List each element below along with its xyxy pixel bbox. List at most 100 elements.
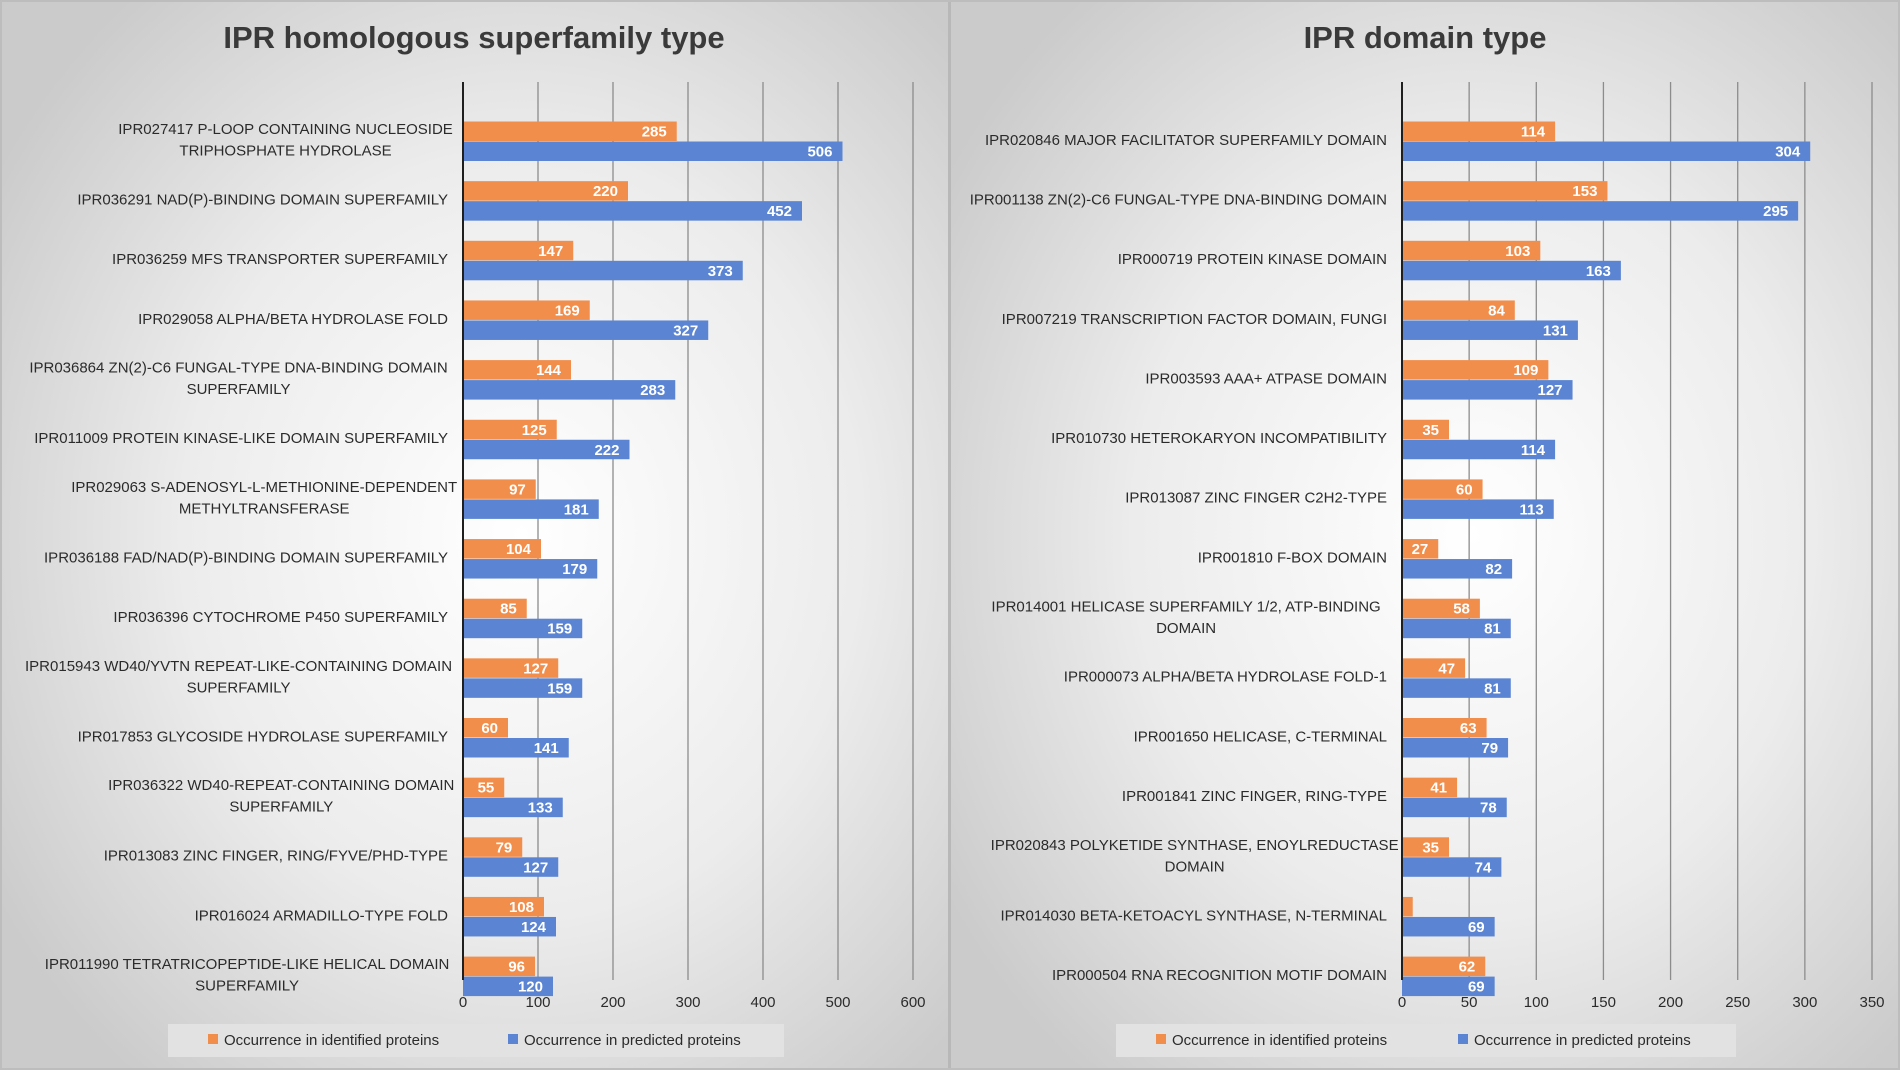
bar-predicted — [1402, 380, 1573, 400]
chart-svg: IPR homologous superfamily type 0 100 200 30… — [0, 0, 948, 1070]
data-label: 127 — [1538, 382, 1563, 399]
x-tick-label: 50 — [1461, 994, 1478, 1011]
data-label: 141 — [534, 740, 559, 757]
bar-identified — [1402, 360, 1549, 380]
data-label: 181 — [564, 501, 589, 518]
data-label: 124 — [521, 919, 547, 936]
x-tick-label: 300 — [675, 994, 700, 1011]
legend-box — [168, 1024, 784, 1057]
bar-identified — [463, 121, 677, 141]
bar-predicted — [1402, 618, 1511, 639]
bar-predicted — [463, 320, 709, 340]
category-label: IPR000719 PROTEIN KINASE DOMAIN — [1118, 251, 1387, 268]
category-label: IPR014001 HELICASE SUPERFAMILY 1/2, ATP-… — [991, 598, 1380, 637]
x-tick-label: 100 — [1524, 994, 1549, 1011]
panel-divider — [948, 0, 951, 1070]
chart-background — [0, 0, 948, 1070]
bar-identified — [463, 240, 574, 261]
legend-box — [1116, 1024, 1736, 1057]
bar-identified — [1402, 837, 1449, 857]
x-tick-label: 600 — [900, 994, 925, 1011]
bar-predicted — [1402, 738, 1509, 758]
data-label: 35 — [1422, 839, 1439, 856]
category-label: IPR029063 S-ADENOSYL-L-METHIONINE-DEPEND… — [71, 479, 457, 517]
data-label: 103 — [1505, 243, 1530, 260]
bar-predicted — [463, 559, 598, 579]
data-label: 79 — [496, 839, 513, 856]
data-label: 114 — [1521, 124, 1546, 141]
data-label: 79 — [1481, 740, 1498, 757]
data-label: 144 — [536, 362, 562, 379]
category-label: IPR017853 GLYCOSIDE HYDROLASE SUPERFAMIL… — [78, 728, 448, 745]
data-label: 159 — [547, 621, 572, 638]
data-label: 285 — [642, 124, 667, 141]
bar-predicted — [1402, 439, 1556, 460]
x-tick-label: 200 — [1658, 994, 1683, 1011]
data-label: 127 — [523, 660, 548, 677]
chart-panel-superfamily: IPR homologous superfamily type 0 100 200 30… — [0, 0, 948, 1070]
data-label: 69 — [1468, 979, 1485, 996]
category-label: IPR016024 ARMADILLO-TYPE FOLD — [195, 907, 449, 924]
bar-predicted — [1402, 141, 1811, 161]
data-label: 104 — [506, 541, 532, 558]
data-label: 78 — [1480, 800, 1497, 817]
bar-predicted — [463, 857, 559, 877]
legend-swatch-identified — [1156, 1034, 1166, 1044]
bar-predicted — [1402, 857, 1502, 877]
category-label: IPR001138 ZN(2)-C6 FUNGAL-TYPE DNA-BINDI… — [970, 191, 1387, 208]
data-label: 506 — [807, 144, 832, 161]
data-label: 81 — [1484, 621, 1501, 638]
data-label: 69 — [1468, 919, 1485, 936]
bar-identified — [463, 956, 535, 977]
bar-identified — [463, 419, 557, 440]
data-label: 120 — [518, 979, 543, 996]
bar-identified — [1402, 300, 1515, 320]
bar-predicted — [1402, 201, 1799, 221]
bar-predicted — [463, 916, 556, 937]
category-label: IPR001650 HELICASE, C-TERMINAL — [1134, 728, 1387, 745]
category-label: IPR011990 TETRATRICOPEPTIDE-LIKE HELICAL… — [45, 956, 450, 995]
data-label: 41 — [1430, 780, 1447, 797]
category-label: IPR029058 ALPHA/BETA HYDROLASE FOLD — [138, 311, 448, 328]
bar-predicted — [463, 678, 583, 698]
data-label: 169 — [555, 302, 580, 319]
bar-identified — [1402, 896, 1413, 917]
bar-identified — [1402, 121, 1556, 141]
category-label: IPR007219 TRANSCRIPTION FACTOR DOMAIN, F… — [1002, 311, 1387, 328]
data-label: 373 — [708, 263, 733, 280]
data-label: 114 — [1521, 442, 1546, 459]
data-label: 125 — [522, 422, 547, 439]
data-label: 60 — [481, 720, 498, 737]
bar-identified — [463, 539, 541, 559]
bar-predicted — [1402, 916, 1495, 937]
bar-predicted — [463, 618, 583, 639]
bar-predicted — [1402, 559, 1513, 579]
data-label: 133 — [528, 800, 553, 817]
data-label: 108 — [509, 899, 534, 916]
data-label: 97 — [509, 481, 526, 498]
category-label: IPR003593 AAA+ ATPASE DOMAIN — [1145, 370, 1387, 387]
x-tick-label: 0 — [1398, 994, 1406, 1011]
bar-predicted — [463, 797, 563, 818]
data-label: 153 — [1572, 183, 1597, 200]
bar-identified — [463, 181, 628, 201]
category-label: IPR015943 WD40/YVTN REPEAT-LIKE-CONTAINI… — [25, 658, 452, 697]
bar-identified — [1402, 181, 1608, 201]
x-tick-label: 500 — [825, 994, 850, 1011]
x-tick-label: 300 — [1792, 994, 1817, 1011]
data-label: 96 — [508, 959, 525, 976]
data-label: 131 — [1543, 322, 1568, 339]
x-tick-label: 150 — [1591, 994, 1616, 1011]
data-label: 47 — [1438, 660, 1455, 677]
data-label: 163 — [1586, 263, 1611, 280]
chart-svg: IPR domain type 0 50 100 150 200 250 300 350 IPR0… — [951, 0, 1900, 1070]
bar-identified — [1402, 539, 1439, 559]
category-label: IPR000504 RNA RECOGNITION MOTIF DOMAIN — [1052, 967, 1387, 984]
bar-predicted — [463, 439, 630, 460]
bar-predicted — [463, 976, 553, 997]
bar-identified — [463, 360, 571, 380]
bar-predicted — [463, 738, 569, 758]
bar-predicted — [1402, 678, 1511, 698]
data-label: 159 — [547, 680, 572, 697]
